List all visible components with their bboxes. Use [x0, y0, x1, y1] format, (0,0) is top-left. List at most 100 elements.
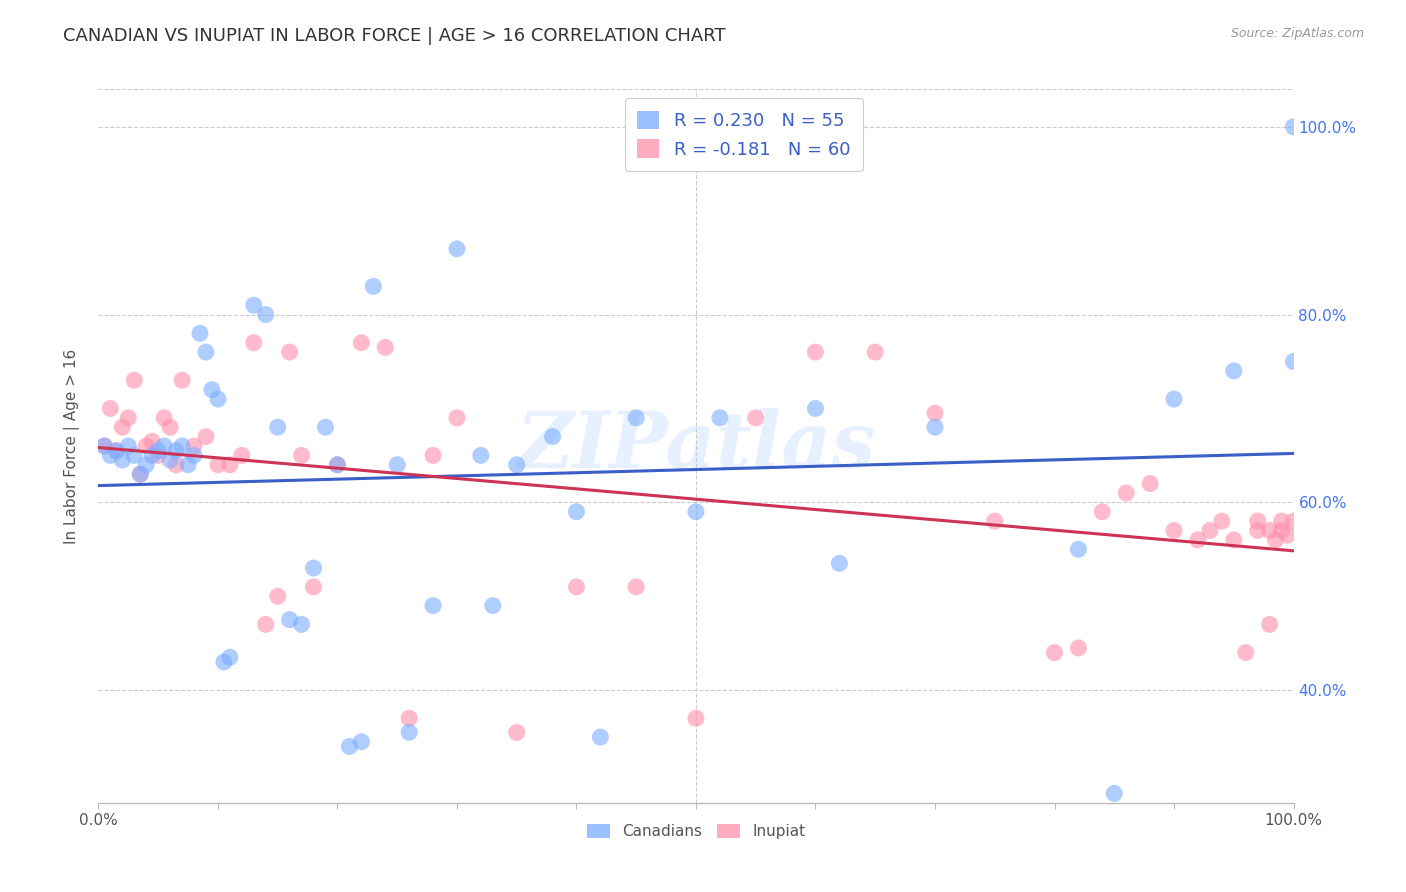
Point: [1258, 617, 1281, 632]
Point: [254, 617, 277, 632]
Point: [212, 655, 235, 669]
Point: [183, 449, 205, 463]
Point: [219, 458, 242, 472]
Point: [350, 335, 373, 350]
Point: [506, 725, 529, 739]
Point: [398, 725, 420, 739]
Point: [1115, 486, 1137, 500]
Point: [446, 242, 468, 256]
Point: [589, 730, 612, 744]
Point: [506, 458, 529, 472]
Point: [470, 449, 492, 463]
Point: [172, 439, 194, 453]
Point: [565, 580, 588, 594]
Point: [1247, 524, 1270, 538]
Point: [745, 410, 768, 425]
Point: [291, 449, 314, 463]
Point: [105, 443, 128, 458]
Point: [1258, 524, 1281, 538]
Point: [1247, 514, 1270, 528]
Point: [1199, 524, 1222, 538]
Point: [105, 443, 128, 458]
Point: [278, 613, 301, 627]
Point: [278, 345, 301, 359]
Point: [135, 439, 157, 453]
Point: [481, 599, 505, 613]
Point: [924, 420, 946, 434]
Point: [828, 557, 851, 571]
Point: [231, 449, 253, 463]
Point: [565, 505, 588, 519]
Point: [267, 420, 290, 434]
Point: [148, 449, 170, 463]
Point: [1163, 524, 1185, 538]
Point: [326, 458, 349, 472]
Point: [207, 458, 229, 472]
Point: [1067, 640, 1090, 655]
Point: [153, 439, 176, 453]
Point: [159, 420, 181, 434]
Point: [398, 711, 420, 725]
Point: [1104, 786, 1126, 800]
Point: [339, 739, 361, 754]
Point: [124, 373, 146, 387]
Point: [207, 392, 229, 406]
Point: [350, 735, 373, 749]
Point: [1234, 646, 1257, 660]
Point: [924, 406, 946, 420]
Point: [1043, 646, 1066, 660]
Point: [865, 345, 887, 359]
Point: [129, 467, 152, 482]
Point: [141, 434, 163, 449]
Point: [267, 589, 290, 603]
Point: [1271, 524, 1294, 538]
Point: [685, 505, 707, 519]
Point: [1277, 528, 1299, 542]
Point: [188, 326, 211, 341]
Point: [93, 439, 115, 453]
Point: [201, 383, 224, 397]
Point: [98, 449, 122, 463]
Text: Source: ZipAtlas.com: Source: ZipAtlas.com: [1230, 27, 1364, 40]
Point: [315, 420, 337, 434]
Point: [626, 580, 648, 594]
Point: [172, 373, 194, 387]
Point: [159, 453, 181, 467]
Point: [446, 410, 468, 425]
Point: [1223, 533, 1246, 547]
Point: [291, 617, 314, 632]
Point: [195, 429, 218, 443]
Point: [804, 401, 827, 416]
Point: [302, 580, 325, 594]
Point: [111, 453, 134, 467]
Point: [385, 458, 409, 472]
Point: [165, 443, 187, 458]
Point: [1282, 120, 1305, 134]
Point: [1091, 505, 1114, 519]
Point: [374, 340, 396, 354]
Text: CANADIAN VS INUPIAT IN LABOR FORCE | AGE > 16 CORRELATION CHART: CANADIAN VS INUPIAT IN LABOR FORCE | AGE…: [63, 27, 725, 45]
Point: [1271, 514, 1294, 528]
Point: [148, 443, 170, 458]
Point: [177, 458, 200, 472]
Point: [1211, 514, 1233, 528]
Point: [541, 429, 564, 443]
Point: [254, 308, 277, 322]
Point: [129, 467, 152, 482]
Point: [626, 410, 648, 425]
Point: [302, 561, 325, 575]
Point: [219, 650, 242, 665]
Legend: Canadians, Inupiat: Canadians, Inupiat: [581, 818, 811, 845]
Point: [422, 599, 444, 613]
Text: ZIPatlas: ZIPatlas: [516, 408, 876, 484]
Point: [326, 458, 349, 472]
Point: [124, 449, 146, 463]
Point: [363, 279, 385, 293]
Point: [1067, 542, 1090, 557]
Y-axis label: In Labor Force | Age > 16: In Labor Force | Age > 16: [63, 349, 80, 543]
Point: [1139, 476, 1161, 491]
Point: [243, 335, 266, 350]
Point: [1264, 533, 1286, 547]
Point: [1223, 364, 1246, 378]
Point: [111, 420, 134, 434]
